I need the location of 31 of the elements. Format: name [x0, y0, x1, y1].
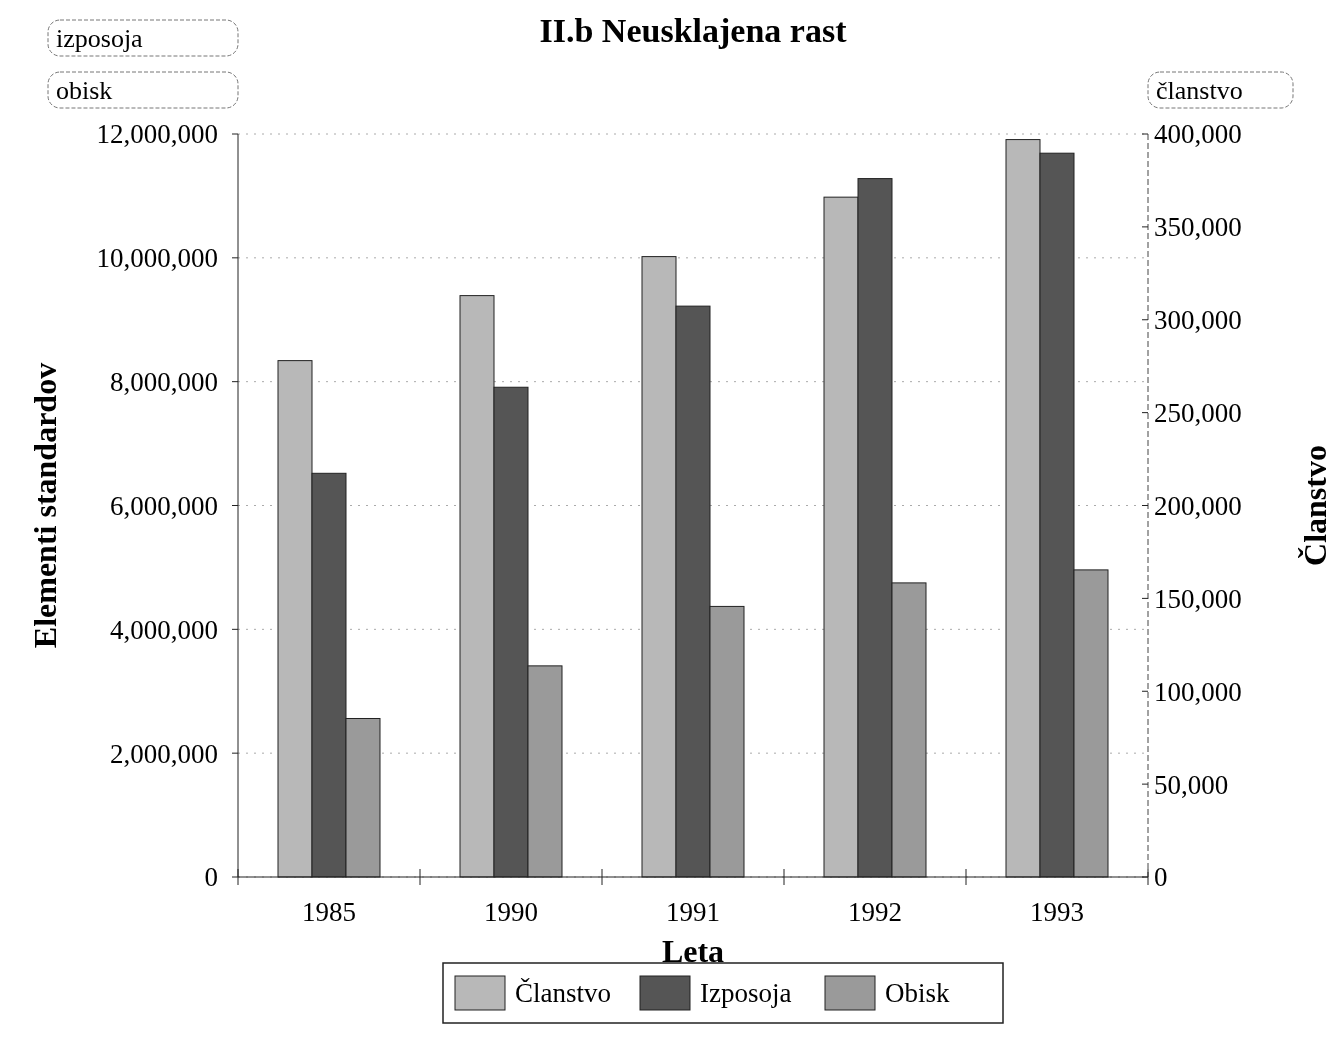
text: članstvo — [1156, 76, 1243, 105]
x-tick-label: 1990 — [484, 897, 538, 927]
y-tick-label: 10,000,000 — [96, 243, 218, 274]
y2-tick-label: 100,000 — [1154, 676, 1242, 707]
y-tick-label: 6,000,000 — [110, 490, 218, 521]
text: izposoja — [56, 24, 144, 53]
y2-tick-label: 400,000 — [1154, 119, 1242, 150]
x-tick-label: 1993 — [1030, 897, 1084, 927]
chart-title: II.b Neusklajena rast — [539, 12, 848, 49]
y2-axis-title: Članstvo — [1297, 445, 1333, 566]
y-tick-label: 4,000,000 — [110, 614, 218, 645]
x-tick-label: 1992 — [848, 897, 902, 927]
y2-tick-label: 200,000 — [1154, 490, 1242, 521]
y2-tick-label: 50,000 — [1154, 769, 1229, 800]
y2-tick-label: 150,000 — [1154, 583, 1242, 614]
legend-label: Članstvo — [515, 978, 612, 1009]
legend-label: Obisk — [885, 978, 951, 1009]
x-tick-label: 1991 — [666, 897, 720, 927]
y-tick-label: 2,000,000 — [110, 738, 218, 769]
y2-tick-label: 350,000 — [1154, 212, 1242, 243]
y2-tick-label: 300,000 — [1154, 305, 1242, 336]
y-tick-label: 12,000,000 — [96, 119, 218, 150]
text: obisk — [56, 76, 113, 105]
y-tick-label: 8,000,000 — [110, 367, 218, 398]
x-tick-label: 1985 — [302, 897, 356, 927]
y2-tick-label: 250,000 — [1154, 398, 1242, 429]
y-tick-label: 0 — [204, 862, 218, 893]
y-axis-title: Elementi standardov — [27, 362, 63, 649]
x-axis-title: Leta — [661, 933, 725, 969]
y2-tick-label: 0 — [1154, 862, 1168, 893]
legend-label: Izposoja — [700, 978, 792, 1009]
